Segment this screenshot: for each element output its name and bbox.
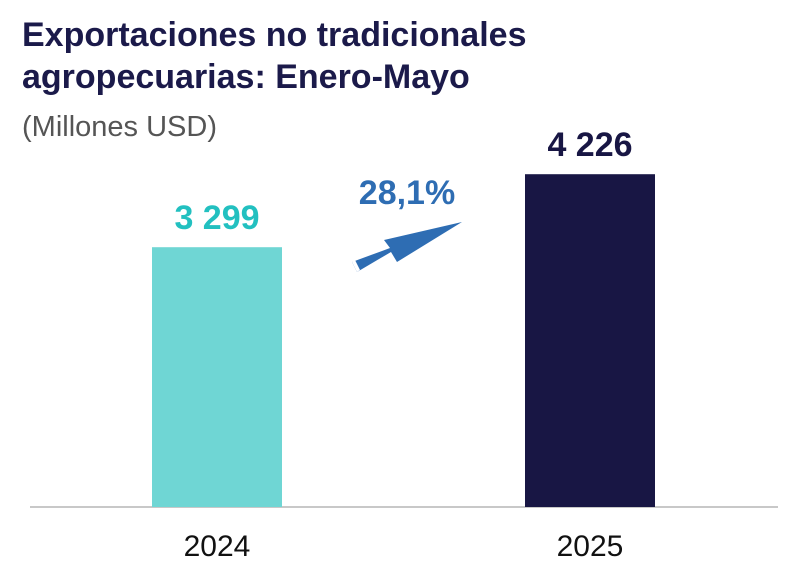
growth-percentage-label: 28,1% [359,174,455,212]
bars-group: 3 299 2024 4 226 2025 [152,126,655,563]
value-label-2025: 4 226 [547,126,632,164]
bar-2025 [525,174,655,507]
chart-title: Exportaciones no tradicionales agropecua… [22,14,526,98]
growth-arrow-stripe [352,260,360,272]
bar-2024 [152,247,282,508]
x-tick-label-2024: 2024 [184,530,251,563]
x-tick-label-2025: 2025 [557,530,624,563]
chart-subtitle: (Millones USD) [22,111,217,143]
value-label-2024: 3 299 [174,199,259,237]
growth-arrow-icon [352,222,462,272]
chart-title-line-2: agropecuarias: Enero-Mayo [22,58,470,96]
chart-title-line-1: Exportaciones no tradicionales [22,16,527,54]
growth-annotation: 28,1% [352,174,462,272]
